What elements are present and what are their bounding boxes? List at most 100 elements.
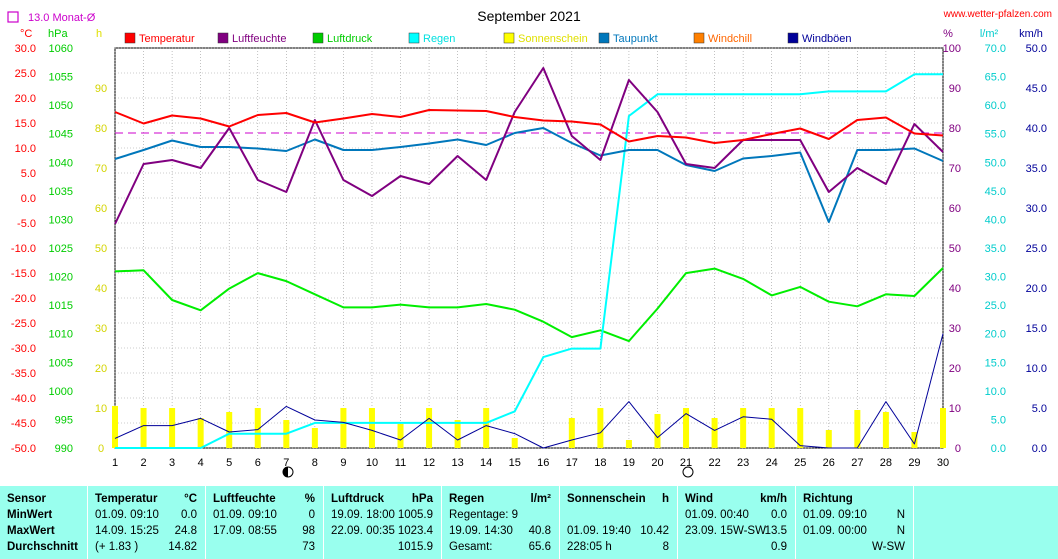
temperature-axis-label: 20.0 <box>15 93 36 105</box>
legend-label: Temperatur <box>139 33 195 45</box>
stats-unit: % <box>304 493 315 505</box>
temperature-axis-label: -40.0 <box>11 393 36 405</box>
sunshine-bar <box>454 420 461 448</box>
stats-row-label: 01.09. 19:40 <box>567 525 631 537</box>
stats-column: Sonnenschein h 01.09. 19:40 10.42 228:05 h 8 <box>560 486 678 559</box>
stats-value: 24.8 <box>174 525 197 537</box>
legend-label: Luftdruck <box>327 33 373 45</box>
rain-axis-label: 25.0 <box>985 300 1006 312</box>
pressure-axis-label: 1025 <box>49 243 73 255</box>
x-tick-label: 22 <box>708 457 720 469</box>
humidity-axis-label: 10 <box>949 403 961 415</box>
x-tick-label: 2 <box>140 457 146 469</box>
x-tick-label: 9 <box>340 457 346 469</box>
rain-axis-label: 10.0 <box>985 386 1006 398</box>
stats-row-label: 19.09. 18:00 <box>331 509 395 521</box>
chart-grid <box>114 47 944 449</box>
x-axis-ticks: 1 2 3 4 5 6 7 8 9 10 11 12 13 14 15 16 17 18 19 20 21 22 23 24 2… <box>112 457 949 469</box>
x-tick-label: 24 <box>766 457 778 469</box>
stats-header: Richtung <box>803 493 853 505</box>
temperature-axis-label: -35.0 <box>11 368 36 380</box>
sunshine-bar <box>568 418 575 448</box>
pressure-axis-label: 1040 <box>49 157 73 169</box>
humidity-axis-label: 20 <box>949 363 961 375</box>
stats-row-label: 01.09. 09:10 <box>95 509 159 521</box>
stats-value: 0.9 <box>771 541 787 553</box>
rain-axis-label: 30.0 <box>985 272 1006 284</box>
stats-value: 65.6 <box>528 541 551 553</box>
sunshine-axis-label: 60 <box>95 203 107 215</box>
chart-background <box>0 0 1058 486</box>
humidity-axis-label: 70 <box>949 163 961 175</box>
stats-header: Sonnenschein <box>567 493 646 505</box>
temperature-axis-label: 10.0 <box>15 143 36 155</box>
stats-row-label: 01.09. 00:40 <box>685 509 749 521</box>
stats-row-label: 228:05 h <box>567 541 612 553</box>
sunshine-bar <box>169 408 176 448</box>
rain-axis-label: 65.0 <box>985 72 1006 84</box>
x-tick-label: 30 <box>937 457 949 469</box>
website-label[interactable]: www.wetter-pfalzen.com <box>943 9 1052 20</box>
series-line-temperatur <box>114 109 944 144</box>
half-moon-shade <box>283 467 288 477</box>
stats-unit: hPa <box>411 493 433 505</box>
stats-value: 0.0 <box>181 509 197 521</box>
temperature-axis-label: 5.0 <box>21 168 36 180</box>
x-tick-label: 5 <box>226 457 232 469</box>
legend-swatch <box>124 32 136 44</box>
unit-hpa: hPa <box>48 28 68 40</box>
x-tick-label: 11 <box>395 457 406 469</box>
temperature-axis-label: -25.0 <box>11 318 36 330</box>
legend-label: Windchill <box>708 33 752 45</box>
stats-value: W-SW <box>871 541 905 553</box>
chart-legend: Temperatur Luftfeuchte Luftdruck Regen Sonne… <box>124 32 852 45</box>
temperature-axis-label: -45.0 <box>11 418 36 430</box>
pressure-axis-label: 990 <box>55 443 73 455</box>
stats-row-label: 19.09. 14:30 <box>449 525 513 537</box>
stats-column: Sensor MinWert MaxWert Durchschnitt <box>0 486 88 559</box>
stats-row-label: 01.09. 00:00 <box>803 525 867 537</box>
humidity-axis-label: 40 <box>949 283 961 295</box>
humidity-axis-label: 80 <box>949 123 961 135</box>
sunshine-axis-label: 10 <box>95 403 107 415</box>
series-line-taupunkt <box>114 127 944 223</box>
stats-header: Sensor <box>7 493 46 505</box>
legend-swatch <box>598 32 610 44</box>
wind-axis-label: 20.0 <box>1026 283 1047 295</box>
stats-value: 1005.9 <box>397 509 433 521</box>
sunshine-bar <box>597 408 604 448</box>
sunshine-axis-label: 80 <box>95 123 107 135</box>
temperature-axis-label: -20.0 <box>11 293 36 305</box>
rain-axis-label: 20.0 <box>985 329 1006 341</box>
data-lines <box>114 67 944 449</box>
unit-celsius: °C <box>20 28 32 40</box>
sunshine-bar <box>825 430 832 448</box>
stats-unit: °C <box>184 493 197 505</box>
stats-row-label: 17.09. 08:55 <box>213 525 277 537</box>
sunshine-bar <box>797 408 804 448</box>
stats-header: Regen <box>449 493 485 505</box>
weather-chart: September 2021 www.wetter-pfalzen.com 13… <box>0 0 1058 486</box>
sunshine-bar <box>711 418 718 448</box>
rain-axis-label: 45.0 <box>985 186 1006 198</box>
x-tick-label: 19 <box>623 457 635 469</box>
stats-value: N <box>896 525 905 537</box>
monthly-average-label: 13.0 Monat-Ø <box>28 12 96 24</box>
rain-axis-label: 60.0 <box>985 100 1006 112</box>
rain-axis-label: 5.0 <box>991 414 1006 426</box>
rain-axis-label: 35.0 <box>985 243 1006 255</box>
stats-value: 0.0 <box>771 509 787 521</box>
wind-axis-label: 15.0 <box>1026 323 1047 335</box>
stats-header: Temperatur <box>95 493 158 505</box>
wind-axis-label: 35.0 <box>1026 163 1047 175</box>
sunshine-axis-label: 0 <box>98 443 104 455</box>
x-tick-label: 3 <box>169 457 175 469</box>
chart-title: September 2021 <box>477 8 581 24</box>
sunshine-bar <box>654 414 661 448</box>
pressure-axis-label: 1005 <box>49 357 73 369</box>
stats-value: 98 <box>302 525 315 537</box>
wind-axis-label: 50.0 <box>1026 43 1047 55</box>
sunshine-bar <box>140 408 147 448</box>
sunshine-bar <box>940 408 946 448</box>
stats-value: 13.5 <box>764 525 787 537</box>
